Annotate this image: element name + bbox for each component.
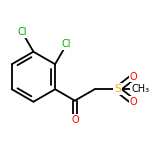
- Text: O: O: [130, 97, 137, 107]
- Text: CH₃: CH₃: [131, 84, 149, 94]
- Text: Cl: Cl: [62, 40, 71, 49]
- Text: S: S: [114, 84, 121, 94]
- Text: O: O: [71, 115, 79, 125]
- Text: Cl: Cl: [17, 27, 27, 37]
- Text: O: O: [130, 72, 137, 82]
